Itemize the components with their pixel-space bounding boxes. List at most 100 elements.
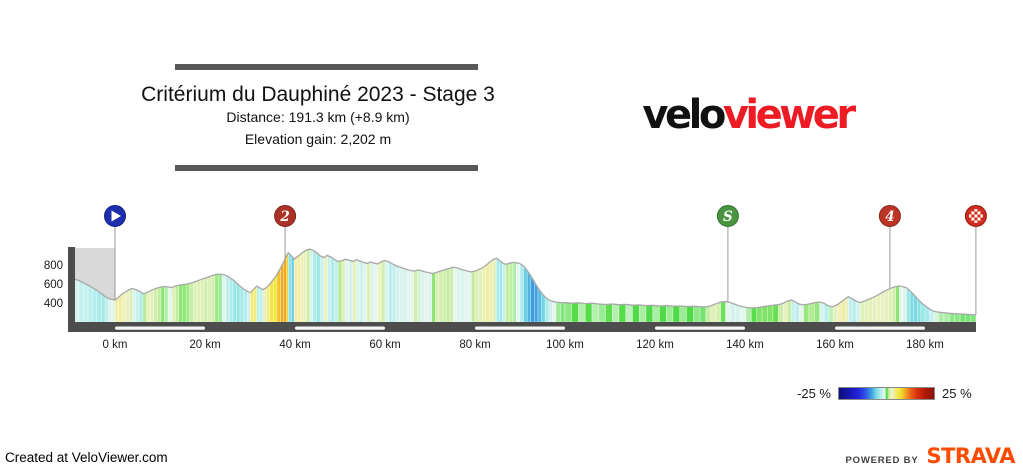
- elevation-bar: [492, 257, 497, 323]
- elevation-bar: [632, 304, 640, 323]
- elevation-bar: [417, 269, 422, 323]
- y-tick-label: 400: [44, 298, 63, 310]
- elevation-bar: [377, 261, 382, 323]
- elevation-bar: [146, 290, 151, 323]
- x-axis-scale-stripe: [295, 326, 385, 330]
- elevation-bar: [639, 304, 647, 323]
- elevation-bar: [467, 270, 472, 323]
- elevation-bar: [799, 303, 804, 323]
- y-tick-label: 600: [44, 279, 63, 291]
- elevation-bar: [909, 290, 915, 323]
- elevation-bar: [672, 305, 681, 323]
- cat2-climb-marker: 2: [274, 205, 297, 259]
- gradient-bars: [74, 248, 977, 323]
- x-tick-label: 120 km: [636, 339, 674, 351]
- elevation-bar: [666, 305, 674, 323]
- elevation-bar: [803, 303, 810, 323]
- x-tick-label: 180 km: [906, 339, 944, 351]
- elevation-bar: [552, 300, 557, 323]
- x-axis-scale-stripe: [835, 326, 925, 330]
- elevation-bar: [435, 271, 440, 323]
- elevation-bar: [142, 292, 147, 323]
- elevation-bar: [359, 260, 364, 323]
- elevation-bar: [868, 297, 873, 323]
- elevation-bar: [453, 266, 458, 323]
- elevation-bar: [253, 285, 258, 323]
- elevation-bar: [388, 261, 393, 323]
- elevation-bar: [196, 279, 201, 323]
- elevation-bar: [745, 307, 752, 323]
- elevation-bar: [265, 283, 271, 323]
- elevation-bar: [605, 303, 613, 323]
- elevation-bar: [373, 262, 379, 323]
- elevation-bar: [906, 287, 911, 323]
- elevation-bar: [424, 271, 429, 323]
- logo-viewer: viewer: [722, 92, 856, 138]
- elevation-bar: [618, 304, 627, 323]
- y-axis-wall: [68, 247, 75, 322]
- powered-by-strava: POWERED BY STRAVA: [846, 444, 1016, 468]
- elevation-bar: [178, 284, 183, 323]
- gradient-legend: -25 % 25 %: [781, 386, 982, 401]
- elevation-bar: [891, 286, 897, 323]
- elevation-bar: [460, 268, 465, 323]
- distance-subtitle: Distance: 191.3 km (+8.9 km): [226, 109, 410, 125]
- elevation-bar: [730, 302, 736, 323]
- marker-label: S: [723, 209, 733, 225]
- elevation-bar: [508, 262, 514, 323]
- elevation-bar: [449, 266, 454, 323]
- elevation-bar: [859, 300, 865, 323]
- elevation-bar: [316, 252, 321, 323]
- elevation-bar: [519, 263, 524, 323]
- elevation-bar: [323, 254, 328, 323]
- elevation-bar: [345, 258, 350, 323]
- elevation-bar: [269, 278, 274, 323]
- elevation-bar: [250, 288, 254, 323]
- elevation-bar: [391, 263, 397, 323]
- elevation-bar: [841, 297, 846, 323]
- elevation-bar: [276, 267, 281, 323]
- elevation-bar: [783, 300, 788, 323]
- elevation-bar: [288, 251, 292, 323]
- elevation-bar: [795, 301, 800, 323]
- elevation-bar: [442, 268, 447, 323]
- elevation-bar: [384, 260, 389, 323]
- elevation-bar: [104, 296, 109, 323]
- x-axis-scale-stripe: [475, 326, 565, 330]
- elevation-bar: [366, 261, 371, 323]
- elevation-bar: [495, 257, 500, 323]
- profile-outline: [74, 248, 976, 316]
- elevation-bar: [96, 289, 102, 323]
- elevation-bar: [92, 287, 98, 323]
- elevation-bar: [200, 277, 205, 323]
- marker-label: 4: [885, 209, 894, 225]
- elevation-bar: [160, 286, 165, 323]
- elevation-bar: [832, 303, 838, 323]
- elevation-bar: [283, 255, 287, 323]
- elevation-bar: [938, 311, 945, 323]
- elevation-bar: [761, 305, 768, 323]
- elevation-bar: [965, 313, 972, 323]
- elevation-bar: [185, 283, 190, 323]
- elevation-bar: [427, 272, 433, 323]
- elevation-bar: [902, 286, 907, 323]
- elevation-bar: [402, 267, 407, 323]
- elevation-bar: [121, 290, 127, 323]
- elevation-bar: [787, 299, 792, 323]
- elevation-bar: [505, 263, 510, 323]
- elevation-bar: [819, 301, 825, 323]
- elevation-bar: [715, 301, 721, 323]
- legend-max-label: 25 %: [942, 386, 972, 401]
- elevation-bar: [478, 267, 483, 323]
- elevation-bar: [851, 298, 857, 323]
- elevation-bar: [319, 255, 325, 323]
- elevation-bar: [888, 287, 893, 323]
- elevation-bar: [463, 269, 469, 323]
- elevation-bar: [560, 302, 566, 323]
- elevation-bar: [474, 269, 479, 323]
- elevation-bar: [303, 249, 307, 323]
- elevation-bar: [232, 279, 237, 323]
- elevation-bar: [591, 302, 600, 323]
- elevation-bar: [699, 306, 707, 323]
- elevation-bar: [564, 302, 573, 323]
